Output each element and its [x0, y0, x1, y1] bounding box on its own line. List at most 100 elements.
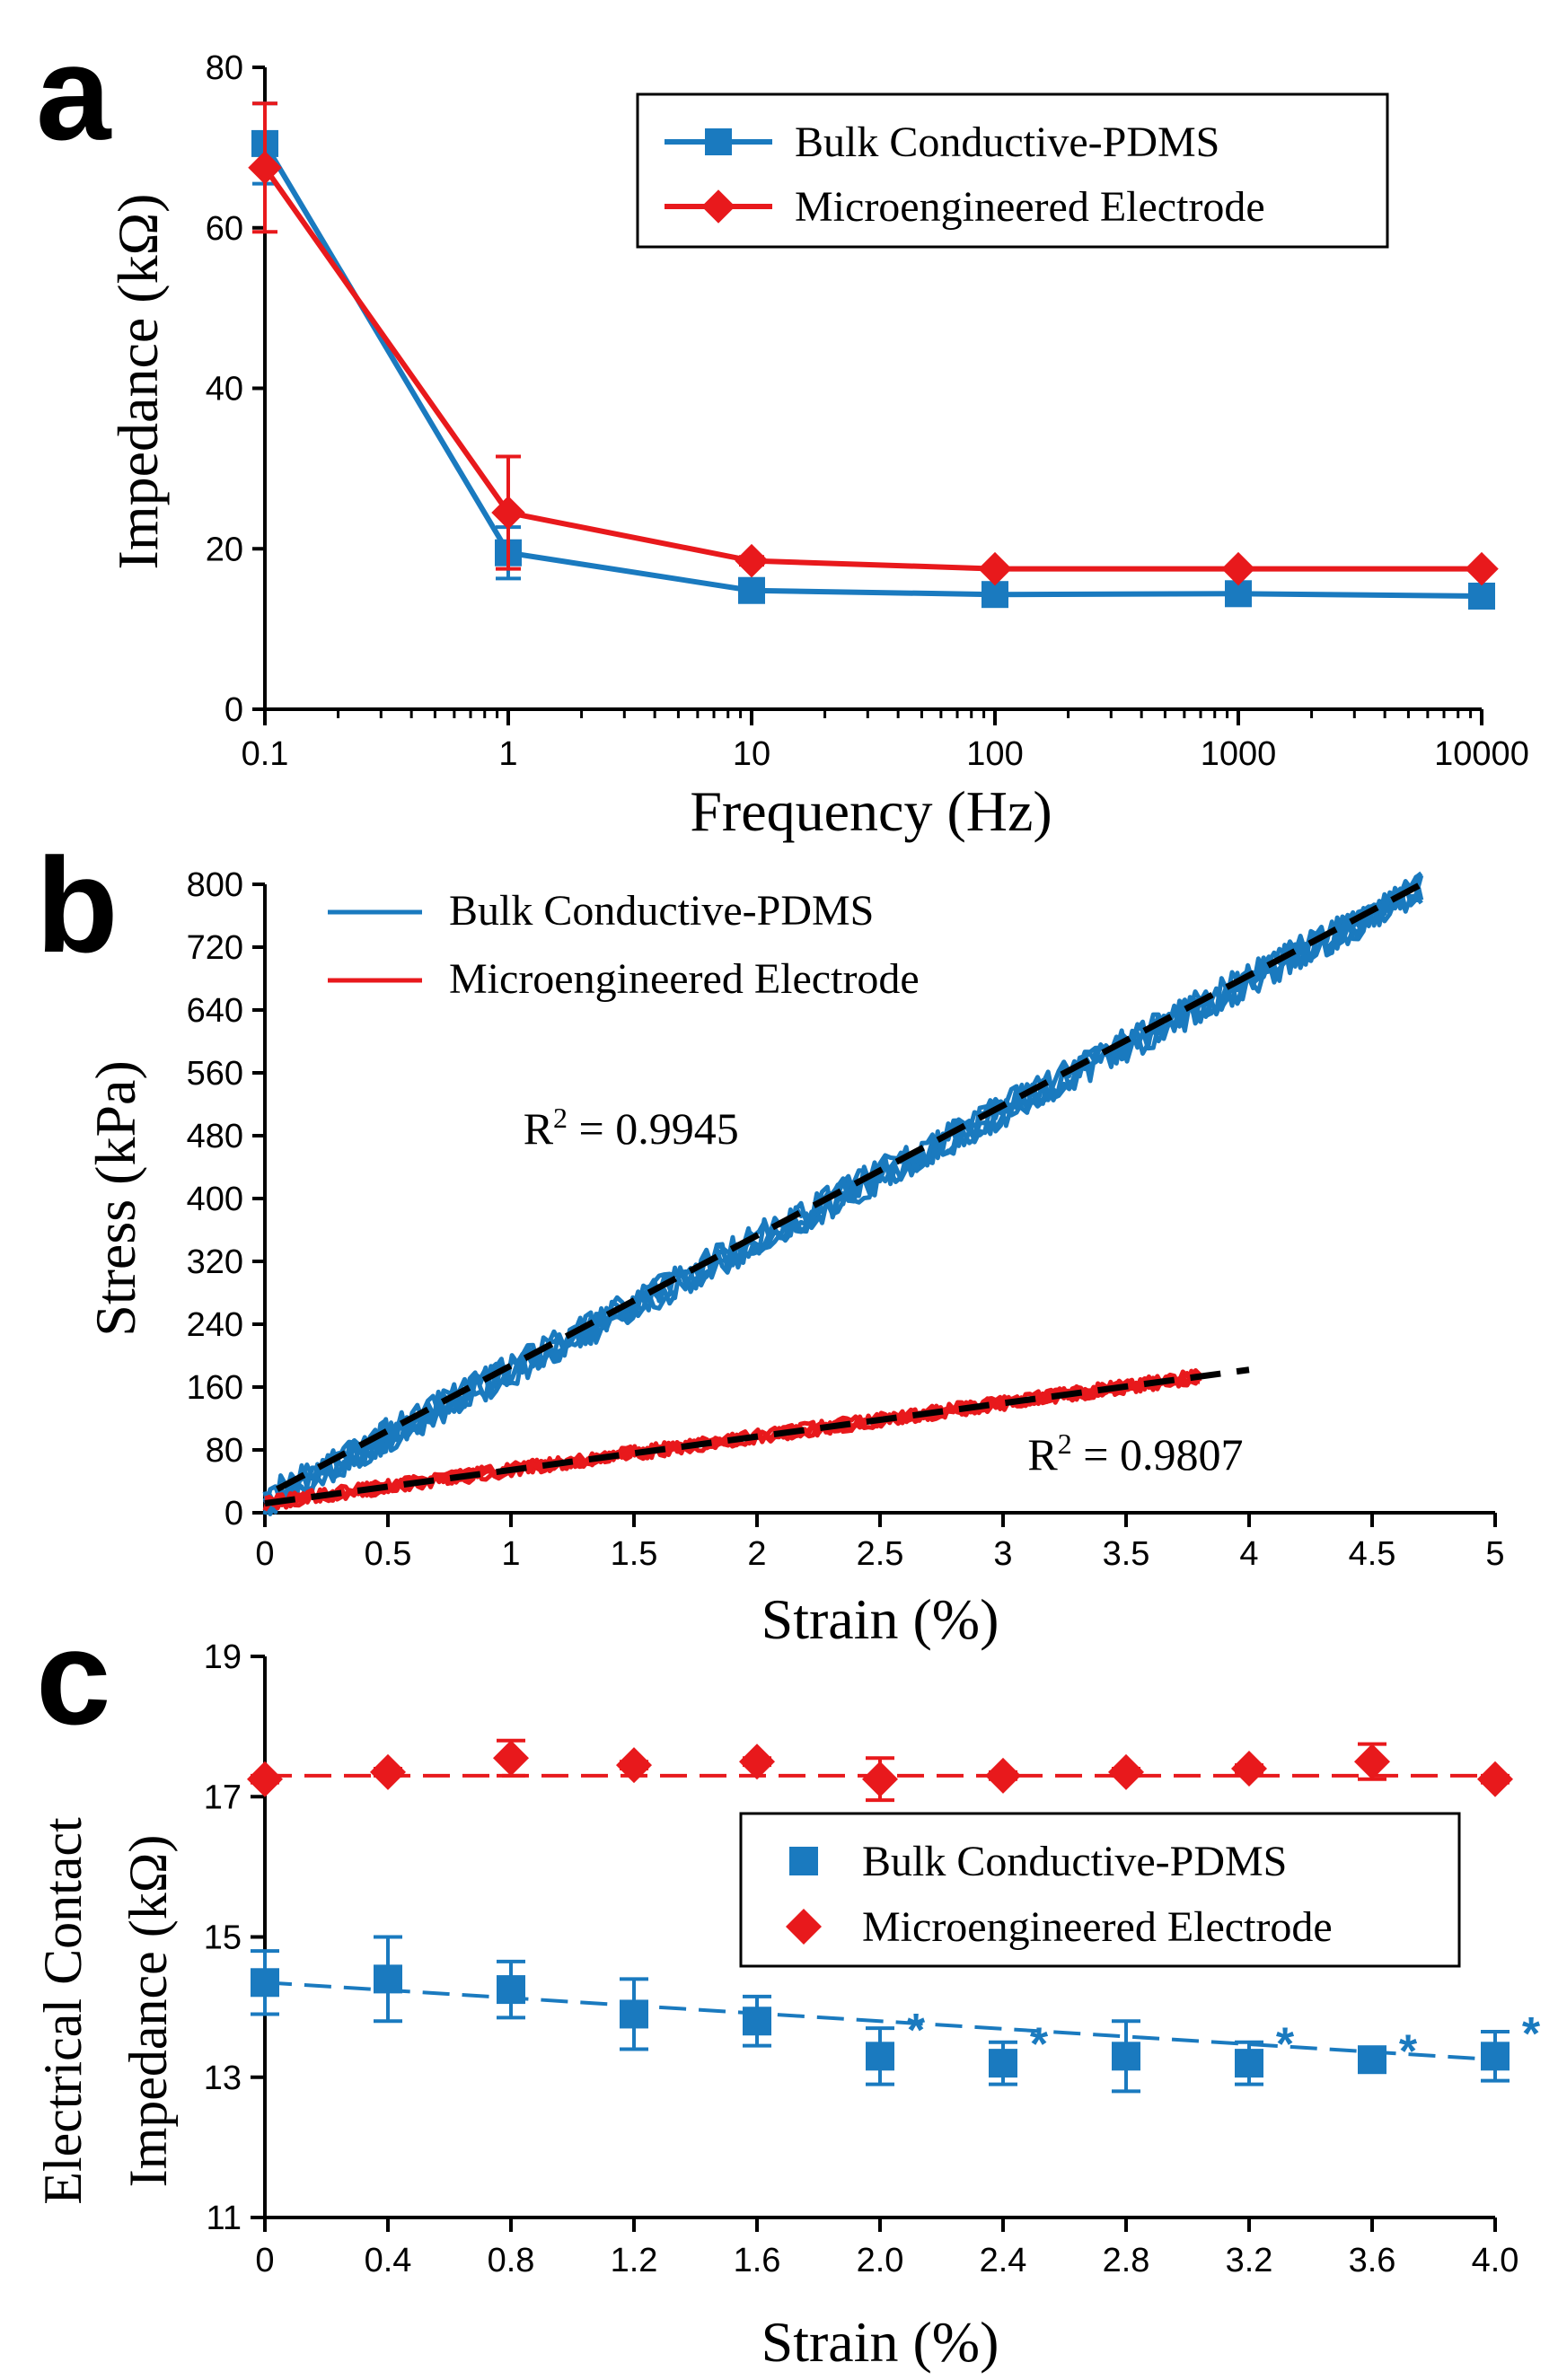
- chart-c-significance-9: *: [1399, 2026, 1418, 2078]
- chart-c-point-1-1: [370, 1753, 406, 1790]
- chart-a-point-0-2: [738, 576, 765, 604]
- chart-c-legend-marker-0: [789, 1847, 818, 1875]
- chart-c-point-0-5: [866, 2042, 894, 2071]
- panel-label-c: c: [36, 1602, 110, 1752]
- chart-b-xtick-label: 2.5: [857, 1535, 904, 1573]
- panel-label-b: b: [36, 830, 119, 980]
- chart-c-point-0-10: [1481, 2042, 1510, 2071]
- chart-b-xtick-label: 0.5: [365, 1535, 412, 1573]
- chart-a-point-1-4: [1221, 551, 1255, 586]
- chart-c-ytick-label: 17: [204, 1778, 242, 1816]
- chart-c-legend: Bulk Conductive-PDMS Microengineered Elec…: [739, 1812, 1461, 1968]
- chart-c-significance-6: *: [1030, 2019, 1049, 2071]
- chart-a-xlabel: Frequency (Hz): [690, 779, 1052, 843]
- chart-a-point-1-3: [978, 551, 1012, 586]
- chart-b-ytick-label: 0: [224, 1495, 243, 1533]
- chart-b-xtick-label: 1.5: [611, 1535, 658, 1573]
- chart-a-xtick-label: 1000: [1201, 735, 1277, 773]
- chart-c-ylabel-line1: Electrical Contact: [33, 1817, 92, 2205]
- chart-b-xtick-label: 5: [1485, 1535, 1504, 1573]
- chart-a-xtick-label: 10: [733, 735, 770, 773]
- chart-c-fit-line-0: [264, 1980, 1496, 2062]
- chart-c-xlabel: Strain (%): [761, 2310, 999, 2374]
- chart-a-xtick-label: 1: [498, 735, 517, 773]
- chart-b-legend: Bulk Conductive-PDMS Microengineered Elec…: [328, 887, 920, 1003]
- chart-b-xtick-label: 3: [993, 1535, 1012, 1573]
- chart-c-point-0-9: [1358, 2045, 1386, 2075]
- chart-c-significance-5: *: [907, 2005, 926, 2057]
- chart-a-ytick-label: 80: [206, 49, 243, 87]
- chart-c-xtick-label: 1.6: [734, 2242, 781, 2279]
- chart-c: 11 13 15 17 19 0 0.4 0.8 1.2 1.6 2.0 2.4 2.8 3.2 3.6 4.…: [204, 1638, 1541, 2279]
- chart-c-xtick-label: 2.8: [1103, 2242, 1150, 2279]
- chart-b-trace-0-4: [262, 881, 1422, 1515]
- chart-c-point-1-2: [493, 1740, 529, 1777]
- chart-c-xtick-label: 3.2: [1226, 2242, 1273, 2279]
- chart-a-ytick-label: 20: [206, 531, 243, 568]
- chart-c-point-1-8: [1231, 1751, 1267, 1787]
- chart-a-xtick-label: 100: [966, 735, 1023, 773]
- chart-a-ytick-label: 40: [206, 371, 243, 408]
- chart-a: 0 20 40 60 80 0.1 1 10 100 1000 10000 Bulk Conducti…: [206, 49, 1529, 773]
- chart-b-xtick-label: 1: [501, 1535, 520, 1573]
- chart-a-legend: Bulk Conductive-PDMS Microengineered Elec…: [636, 92, 1389, 249]
- chart-a-point-0-5: [1468, 582, 1495, 610]
- chart-c-xtick-label: 2.0: [857, 2242, 904, 2279]
- chart-c-legend-marker-1: [786, 1909, 822, 1945]
- chart-c-point-0-1: [374, 1964, 402, 1994]
- chart-a-series-line-0: [262, 142, 1483, 599]
- chart-a-legend-marker-0: [705, 128, 732, 155]
- chart-a-xtick-label: 10000: [1434, 735, 1529, 773]
- chart-c-point-0-8: [1235, 2049, 1263, 2078]
- chart-a-ytick-label: 0: [224, 691, 243, 729]
- chart-b-legend-label-1: Microengineered Electrode: [449, 955, 920, 1003]
- chart-c-point-1-6: [985, 1757, 1021, 1794]
- chart-c-point-0-2: [497, 1975, 525, 2005]
- chart-b-ytick-label: 240: [187, 1306, 243, 1344]
- chart-c-significance-10: *: [1522, 2008, 1541, 2060]
- chart-c-point-1-5: [862, 1761, 898, 1797]
- chart-a-legend-label-0: Bulk Conductive-PDMS: [795, 119, 1219, 166]
- chart-c-xtick-label: 0: [255, 2242, 274, 2279]
- chart-b-legend-label-0: Bulk Conductive-PDMS: [449, 887, 874, 935]
- chart-c-xtick-label: 1.2: [611, 2242, 658, 2279]
- chart-a-ylabel: Impedance (kΩ): [106, 194, 170, 570]
- chart-b-ytick-label: 800: [187, 866, 243, 904]
- chart-b-ytick-label: 720: [187, 929, 243, 967]
- chart-b-ytick-label: 80: [206, 1432, 243, 1470]
- chart-c-xtick-label: 3.6: [1349, 2242, 1396, 2279]
- chart-b-xtick-label: 3.5: [1103, 1535, 1150, 1573]
- chart-c-xtick-label: 2.4: [980, 2242, 1027, 2279]
- chart-c-ytick-label: 19: [204, 1638, 242, 1676]
- chart-b: 0 80 160 240 320 400 480 560 640 720 800 0 0.5 1 1.5 2 2…: [187, 866, 1505, 1573]
- chart-a-legend-marker-1: [701, 189, 735, 224]
- chart-b-fit-line-0: [276, 881, 1423, 1492]
- chart-a-point-1-0: [248, 150, 282, 185]
- chart-a-point-1-2: [735, 543, 769, 578]
- chart-c-point-0-0: [251, 1968, 279, 1998]
- chart-b-xtick-label: 4.5: [1349, 1535, 1396, 1573]
- chart-b-annotation-0: R2 = 0.9945: [524, 1102, 739, 1154]
- chart-c-point-0-7: [1112, 2042, 1140, 2071]
- chart-c-xtick-label: 0.8: [488, 2242, 535, 2279]
- chart-c-ytick-label: 13: [204, 2059, 242, 2097]
- chart-c-legend-label-0: Bulk Conductive-PDMS: [862, 1838, 1287, 1885]
- chart-c-legend-box: [739, 1812, 1461, 1968]
- chart-b-ylabel: Stress (kPa): [84, 1060, 147, 1337]
- chart-c-ytick-label: 11: [207, 2200, 242, 2237]
- chart-c-ylabel-line2: Impedance (kΩ): [119, 1835, 178, 2188]
- chart-b-ytick-label: 640: [187, 992, 243, 1030]
- chart-c-legend-label-1: Microengineered Electrode: [862, 1903, 1333, 1951]
- chart-b-ytick-label: 480: [187, 1118, 243, 1155]
- chart-c-point-1-4: [739, 1743, 775, 1780]
- chart-c-point-0-3: [620, 1999, 648, 2029]
- chart-b-xtick-label: 0: [255, 1535, 274, 1573]
- chart-a-point-1-1: [491, 496, 525, 530]
- chart-c-point-1-9: [1354, 1743, 1390, 1780]
- chart-c-point-1-3: [616, 1747, 652, 1784]
- chart-b-xlabel: Strain (%): [761, 1587, 999, 1651]
- chart-a-point-1-5: [1465, 551, 1499, 586]
- chart-b-ytick-label: 400: [187, 1181, 243, 1218]
- chart-c-significance-8: *: [1276, 2019, 1295, 2071]
- chart-b-ytick-label: 320: [187, 1243, 243, 1281]
